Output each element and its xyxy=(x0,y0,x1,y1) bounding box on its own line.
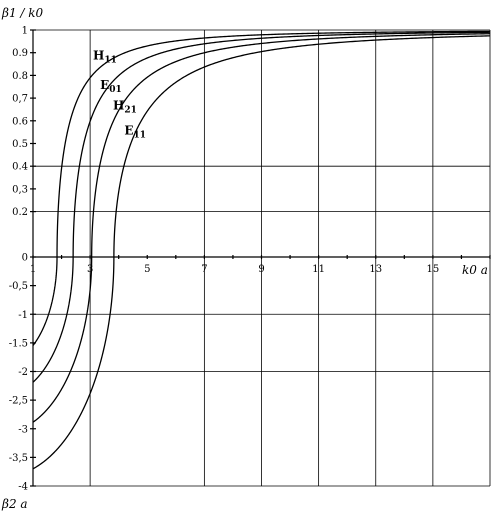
tick-labels: 00.20,30.40.50.60,70.80.91-0,5-1-1.5-2-2… xyxy=(9,26,440,493)
x-tick-label: 5 xyxy=(144,264,150,275)
series-line-e11-upper xyxy=(113,35,491,257)
y-tick-label: 0.8 xyxy=(12,71,28,82)
y-tick-label: 0.4 xyxy=(12,162,28,173)
x-tick-label: 3 xyxy=(87,264,93,275)
y-tick-label: 0.2 xyxy=(12,207,28,218)
series-label-h21: H21 xyxy=(113,98,137,115)
y-axis-top-title: β1 / k0 xyxy=(1,6,44,20)
series-line-h11-lower xyxy=(32,257,58,346)
y-tick-label: -3,5 xyxy=(9,453,28,464)
series-label-e11: E11 xyxy=(124,123,146,140)
series-label-h11: H11 xyxy=(93,49,117,66)
y-tick-label: -4 xyxy=(18,482,28,493)
y-tick-label: -0,5 xyxy=(9,281,28,292)
y-tick-label: 0 xyxy=(22,253,28,264)
y-tick-label: 0,7 xyxy=(12,94,28,105)
series-line-e01-lower xyxy=(32,257,74,383)
axes xyxy=(30,29,491,487)
x-tick-label: 11 xyxy=(312,264,325,275)
y-tick-label: -2,5 xyxy=(9,396,28,407)
series-line-e11-lower xyxy=(32,257,115,470)
y-tick-label: 0.6 xyxy=(12,116,28,127)
series-label-e01: E01 xyxy=(100,78,122,95)
x-axis-title: k0 a xyxy=(462,263,488,277)
x-tick-label: 13 xyxy=(369,264,382,275)
y-tick-label: 0,3 xyxy=(12,184,28,195)
y-tick-label: 1 xyxy=(22,26,28,37)
y-tick-label: 0.9 xyxy=(12,48,28,59)
y-tick-label: 0.5 xyxy=(12,139,28,150)
curve-labels: H11 E01 H21 E11 xyxy=(93,49,146,141)
series-line-h11-upper xyxy=(56,30,491,257)
y-tick-label: -2 xyxy=(18,367,28,378)
y-tick-label: -1.5 xyxy=(9,338,28,349)
series-line-h21-upper xyxy=(91,33,491,257)
curves xyxy=(32,30,491,470)
x-tick-label: 15 xyxy=(427,264,440,275)
y-tick-label: -3 xyxy=(18,424,28,435)
x-tick-label: 1 xyxy=(30,264,36,275)
series-line-e01-upper xyxy=(72,31,491,257)
x-tick-label: 9 xyxy=(258,264,264,275)
x-tick-label: 7 xyxy=(201,264,207,275)
y-axis-bottom-title: β2 a xyxy=(1,497,28,511)
series-line-h21-lower xyxy=(32,257,93,423)
y-tick-label: -1 xyxy=(18,310,28,321)
